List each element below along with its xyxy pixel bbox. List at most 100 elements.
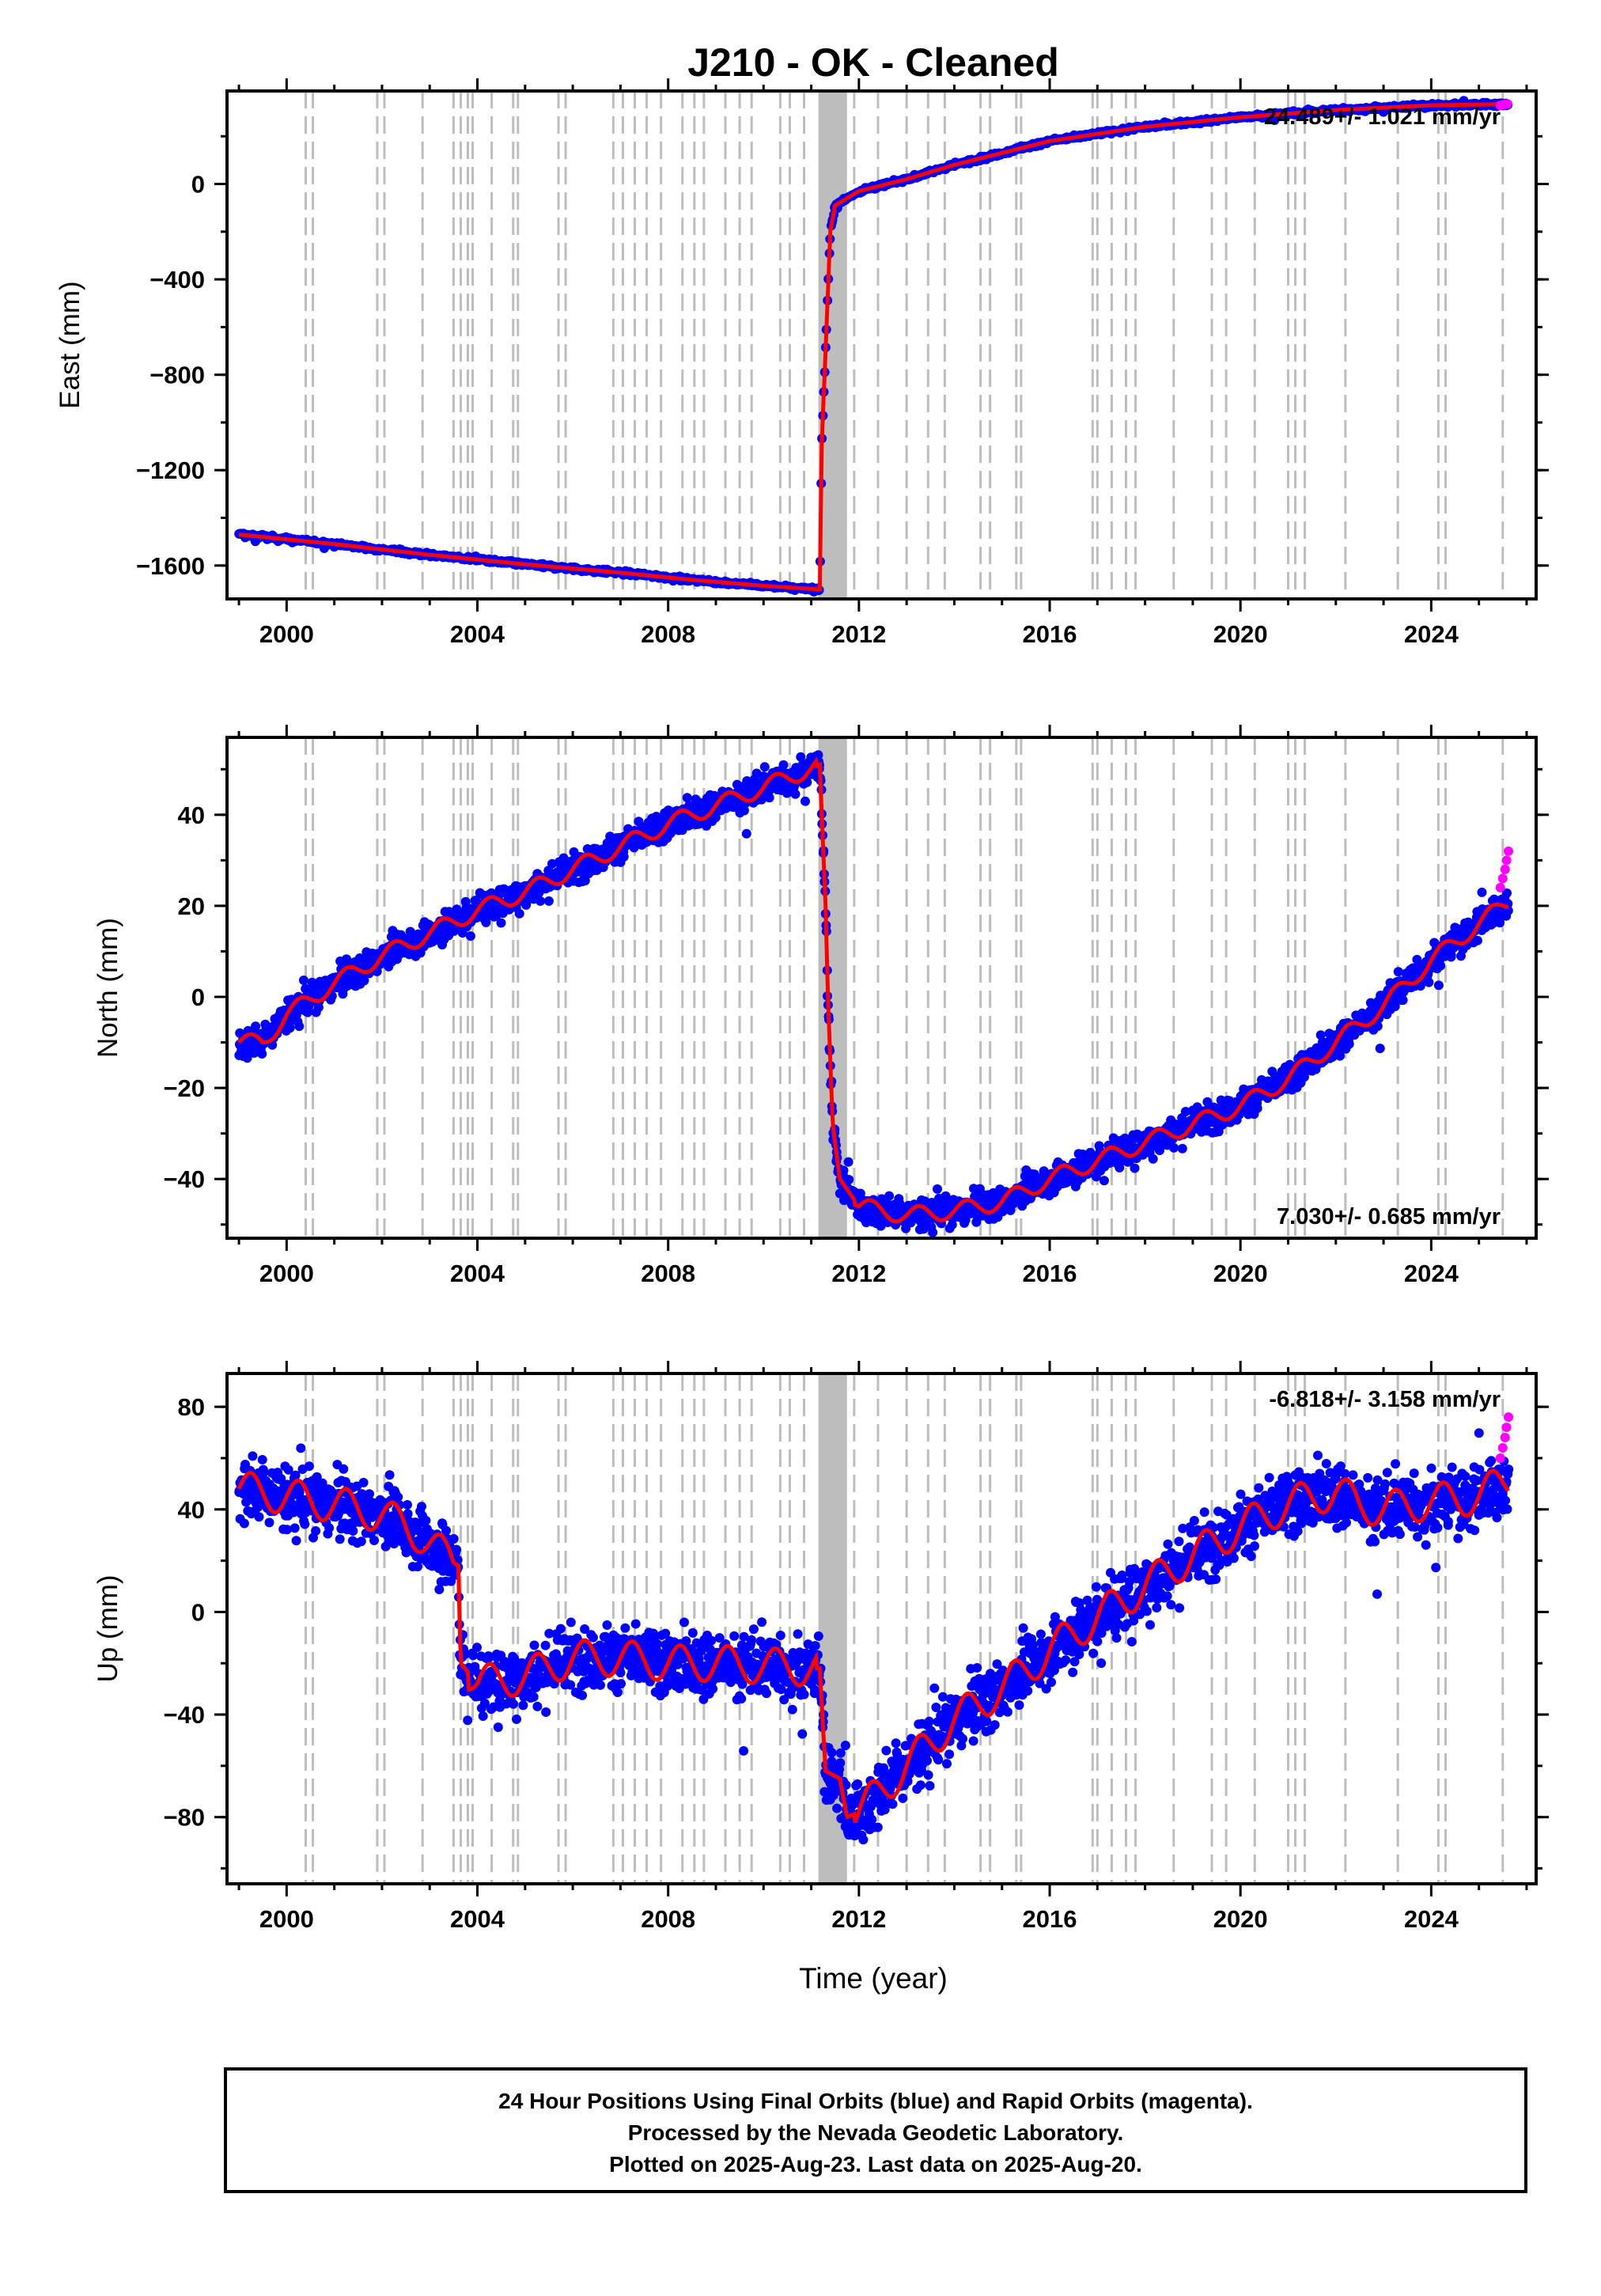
position-point — [759, 762, 770, 772]
x-tick-label: 2004 — [450, 1260, 505, 1287]
x-tick-label: 2016 — [1023, 1260, 1077, 1287]
position-point — [843, 1157, 853, 1167]
model-fit-line — [237, 756, 1509, 1224]
position-point — [1495, 918, 1505, 928]
x-tick-label: 2012 — [831, 620, 886, 648]
position-point — [1169, 1142, 1179, 1153]
position-point — [739, 805, 749, 816]
rapid-point — [1504, 846, 1514, 856]
y-tick-label: −40 — [163, 1165, 205, 1193]
event-markers — [304, 91, 1504, 599]
y-tick-label: −1600 — [136, 552, 205, 580]
position-point — [290, 1470, 301, 1480]
panel-up: 2000 2004 2008 2012 2016 2020 2024−80−4004080U… — [93, 1361, 1549, 1933]
position-point — [257, 1455, 267, 1464]
position-point — [1446, 950, 1456, 960]
model-fit-line — [238, 102, 1508, 592]
position-point — [251, 1021, 261, 1032]
position-point — [741, 828, 751, 839]
x-tick-label: 2020 — [1213, 620, 1268, 648]
position-point — [358, 1477, 369, 1487]
position-point — [547, 858, 557, 869]
rapid-orbit-points — [1495, 846, 1514, 892]
x-axis — [237, 725, 1528, 1251]
position-point — [1177, 1143, 1187, 1154]
x-tick-label: 2024 — [1404, 1260, 1459, 1287]
y-tick-label: −1200 — [136, 457, 205, 484]
position-point — [449, 1534, 459, 1544]
position-point — [248, 1451, 258, 1461]
position-point — [1099, 1176, 1109, 1186]
panel-east: 2000 2004 2008 2012 2016 2020 2024−1600−1200−8… — [55, 78, 1549, 648]
position-point — [264, 1517, 274, 1528]
position-point — [960, 1215, 971, 1226]
position-point — [496, 918, 506, 928]
position-point — [1335, 1051, 1345, 1061]
y-tick-label: 20 — [178, 892, 205, 920]
position-point — [296, 1443, 306, 1453]
position-point — [479, 1698, 490, 1708]
position-point — [1472, 935, 1482, 945]
x-tick-label: 2000 — [259, 620, 314, 648]
x-tick-label: 2008 — [641, 1260, 695, 1287]
rapid-point — [1495, 882, 1505, 892]
position-point — [933, 1184, 942, 1194]
position-point — [417, 1502, 426, 1512]
position-point — [1393, 967, 1403, 977]
position-point — [239, 1518, 249, 1529]
y-tick-label: −800 — [150, 362, 205, 389]
position-point — [800, 796, 810, 806]
position-point — [566, 1680, 576, 1690]
position-point — [532, 1701, 543, 1711]
position-point — [588, 1632, 598, 1642]
x-tick-label: 2004 — [450, 620, 505, 648]
position-point — [778, 760, 789, 770]
position-point — [543, 896, 554, 906]
position-point — [1202, 1097, 1213, 1107]
position-point — [1299, 1072, 1309, 1082]
y-tick-label: 40 — [178, 801, 205, 829]
position-point — [1477, 887, 1487, 897]
position-point — [1315, 1030, 1326, 1040]
y-axis — [214, 135, 1549, 567]
rapid-point — [1497, 873, 1508, 884]
position-point — [509, 1699, 518, 1709]
figure-title: J210 - OK - Cleaned — [687, 40, 1059, 85]
position-point — [764, 793, 774, 803]
position-point — [257, 1049, 267, 1059]
position-point — [285, 1023, 295, 1033]
position-point — [434, 1585, 445, 1594]
position-point — [884, 1191, 895, 1201]
position-point — [324, 1523, 335, 1533]
position-point — [300, 1519, 310, 1529]
position-point — [282, 1525, 292, 1535]
position-point — [1433, 980, 1444, 991]
position-point — [682, 793, 692, 803]
position-point — [602, 1620, 612, 1630]
position-point — [493, 1722, 503, 1733]
position-point — [311, 1526, 321, 1536]
position-point — [1130, 1163, 1140, 1173]
position-point — [596, 1680, 605, 1690]
position-point — [1344, 1039, 1354, 1049]
position-point — [335, 1534, 345, 1544]
position-point — [928, 1227, 938, 1237]
y-axis-label: East (mm) — [55, 281, 85, 408]
position-point — [541, 1707, 551, 1717]
position-point — [1252, 1103, 1262, 1113]
position-point — [283, 1464, 293, 1475]
position-point — [254, 1512, 264, 1522]
position-point — [339, 1464, 349, 1474]
position-point — [529, 1640, 539, 1650]
panel-north: 2000 2004 2008 2012 2016 2020 2024−40−2002040N… — [93, 725, 1549, 1287]
position-point — [441, 1525, 451, 1536]
position-point — [1372, 1021, 1383, 1031]
rapid-point — [1500, 864, 1510, 874]
position-point — [291, 1536, 301, 1546]
event-markers — [304, 737, 1504, 1238]
x-tick-label: 2016 — [1023, 620, 1077, 648]
position-point — [1148, 1154, 1158, 1164]
y-tick-label: 0 — [191, 171, 205, 199]
position-point — [844, 1175, 854, 1184]
position-point — [463, 1715, 473, 1726]
